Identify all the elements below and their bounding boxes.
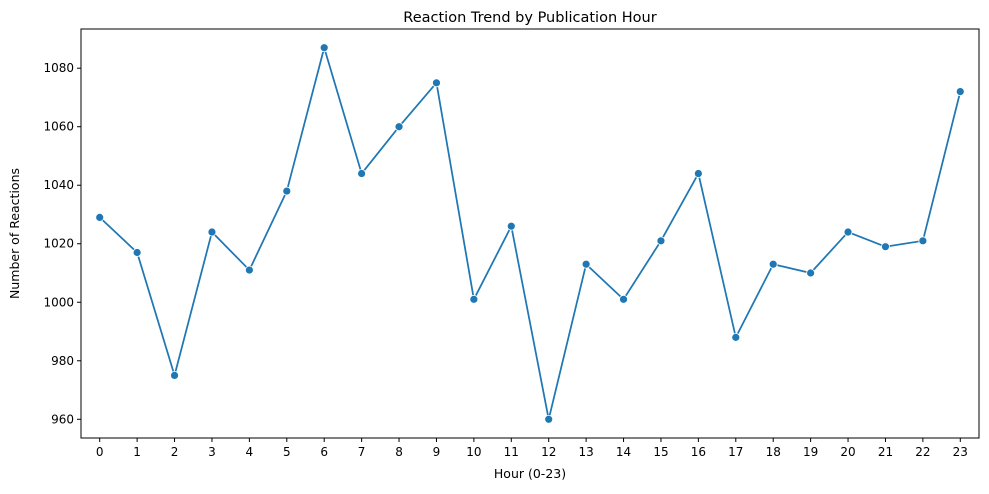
data-point xyxy=(843,227,853,237)
x-axis-label: Hour (0-23) xyxy=(494,466,566,481)
data-point xyxy=(432,78,441,88)
data-point xyxy=(806,268,816,278)
x-tick-label: 0 xyxy=(96,445,104,459)
y-tick-label: 1020 xyxy=(43,237,74,251)
data-point xyxy=(282,186,292,196)
x-tick-label: 4 xyxy=(246,445,254,459)
x-tick-label: 19 xyxy=(803,445,818,459)
x-tick-label: 9 xyxy=(433,445,441,459)
x-tick-label: 18 xyxy=(766,445,781,459)
data-point xyxy=(170,370,179,380)
data-point xyxy=(394,122,404,132)
chart-title: Reaction Trend by Publication Hour xyxy=(403,10,656,26)
data-point xyxy=(357,169,367,178)
x-tick-label: 1 xyxy=(133,445,141,459)
x-tick-label: 17 xyxy=(728,445,743,459)
x-tick-label: 8 xyxy=(395,445,403,459)
y-tick-label: 1080 xyxy=(43,61,74,75)
series-points xyxy=(95,43,965,424)
y-tick-label: 960 xyxy=(51,412,74,426)
x-tick-label: 22 xyxy=(915,445,930,459)
data-point xyxy=(881,242,890,252)
x-tick-label: 7 xyxy=(358,445,366,459)
x-tick-label: 5 xyxy=(283,445,291,459)
x-tick-label: 20 xyxy=(840,445,855,459)
x-tick-label: 11 xyxy=(504,445,519,459)
y-axis: 960 980 1000 1020 1040 1060 1080 xyxy=(43,61,81,426)
x-axis: 0 1 2 3 4 5 6 7 8 9 10 11 12 13 14 15 16 17 18 19 20 21 22 23 xyxy=(96,438,968,459)
y-tick-label: 1000 xyxy=(43,295,74,309)
y-tick-label: 1060 xyxy=(43,120,74,134)
x-tick-label: 13 xyxy=(578,445,593,459)
data-point xyxy=(768,259,778,269)
data-point xyxy=(656,236,666,246)
x-tick-label: 12 xyxy=(541,445,556,459)
data-point xyxy=(244,265,254,275)
data-point xyxy=(619,294,628,304)
x-tick-label: 3 xyxy=(208,445,216,459)
y-tick-label: 1040 xyxy=(43,178,74,192)
data-point xyxy=(95,213,105,222)
data-point xyxy=(132,248,142,257)
x-tick-label: 16 xyxy=(691,445,706,459)
x-tick-label: 21 xyxy=(878,445,893,459)
data-point xyxy=(207,227,217,237)
data-point xyxy=(955,87,965,97)
data-point xyxy=(693,169,703,178)
x-tick-label: 14 xyxy=(616,445,631,459)
x-tick-label: 15 xyxy=(653,445,668,459)
x-tick-label: 2 xyxy=(171,445,179,459)
data-point xyxy=(918,236,928,246)
data-point xyxy=(731,332,741,342)
series-line xyxy=(99,46,962,421)
y-axis-label: Number of Reactions xyxy=(7,168,22,299)
data-point xyxy=(544,414,554,424)
plot-frame xyxy=(80,28,980,439)
data-point xyxy=(506,221,516,231)
x-tick-label: 6 xyxy=(320,445,328,459)
x-tick-label: 23 xyxy=(953,445,968,459)
x-tick-label: 10 xyxy=(466,445,481,459)
data-point xyxy=(319,43,329,53)
y-tick-label: 980 xyxy=(51,354,74,368)
plot-background xyxy=(81,29,979,438)
data-point xyxy=(469,294,479,304)
data-point xyxy=(581,259,591,269)
